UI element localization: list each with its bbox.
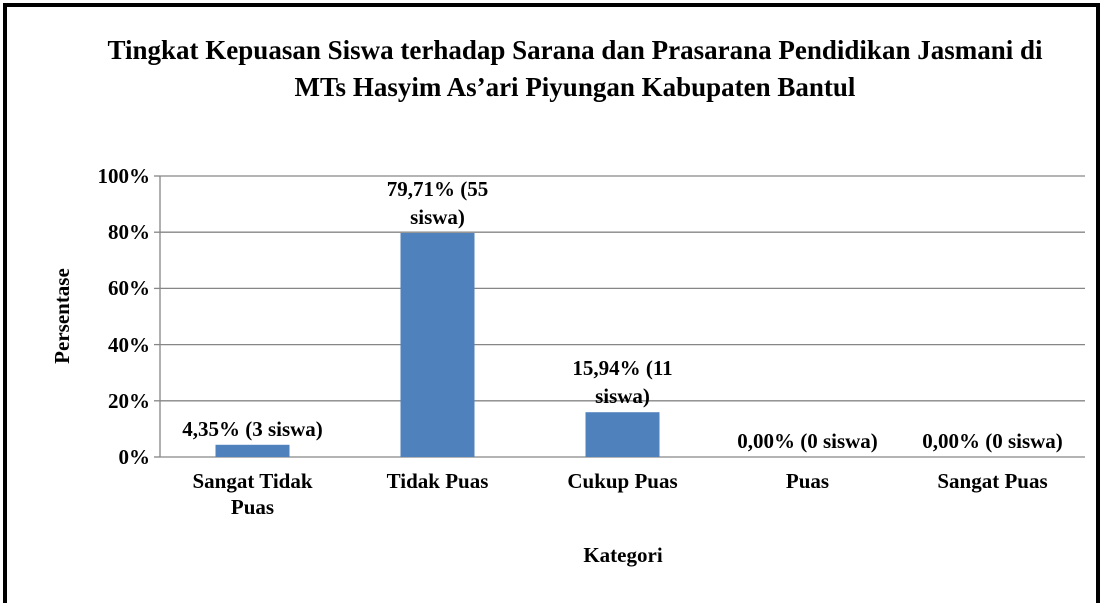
bar [400, 233, 475, 457]
bar [585, 412, 660, 457]
x-tick-label: Sangat Puas [937, 469, 1048, 493]
y-tick-label: 80% [108, 220, 150, 245]
x-axis-title: Kategori [583, 543, 663, 567]
data-label: 0,00% (0 siswa) [737, 429, 878, 453]
y-tick-label: 0% [118, 445, 151, 469]
y-tick-label: 40% [108, 332, 150, 357]
x-tick-label: Sangat Tidak Puas [192, 469, 313, 519]
data-label: 15,94% (11 siswa) [572, 356, 673, 409]
bar [215, 444, 290, 457]
chart-title: Tingkat Kepuasan Siswa terhadap Sarana d… [107, 35, 1043, 102]
y-tick-label: 60% [108, 276, 150, 301]
chart-border [3, 3, 1100, 603]
data-label: 4,35% (3 siswa) [182, 416, 323, 441]
y-tick-label: 100% [97, 164, 151, 188]
data-label: 79,71% (55 siswa) [386, 177, 489, 229]
y-tick-label: 20% [108, 388, 150, 413]
x-tick-label: Cukup Puas [567, 469, 678, 493]
x-tick-label: Tidak Puas [386, 469, 489, 493]
y-axis-title: Persentase [50, 268, 74, 364]
x-tick-label: Puas [785, 469, 830, 493]
data-label: 0,00% (0 siswa) [922, 429, 1063, 453]
